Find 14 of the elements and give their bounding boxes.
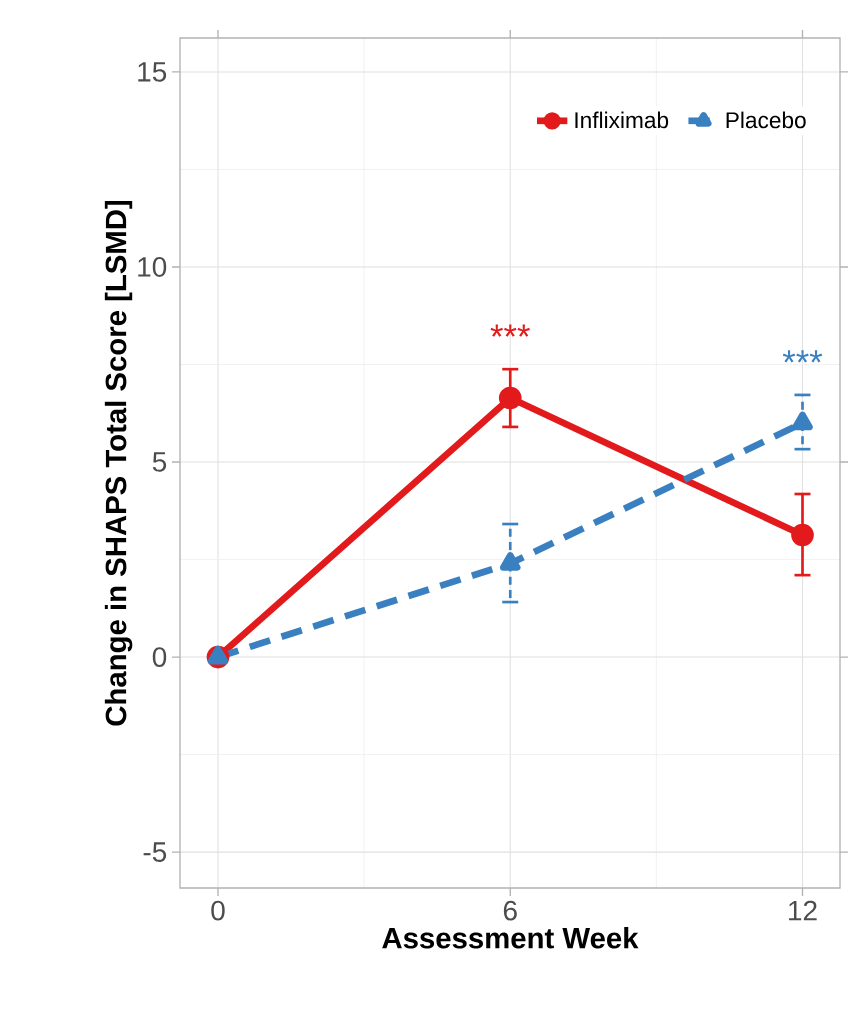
legend-label: Placebo: [726, 111, 806, 129]
x-tick-label: 6: [503, 900, 517, 921]
y-axis-title: Change in SHAPS Total Score [LSMD]: [104, 200, 133, 726]
legend-label: Infliximab: [575, 111, 669, 129]
y-tick-label: 10: [138, 257, 167, 277]
annotation: ***: [490, 324, 530, 337]
y-tick-label: -5: [143, 842, 167, 862]
y-tick-label: 0: [152, 647, 167, 667]
y-tick-label: 5: [152, 452, 167, 472]
x-tick-label: 0: [211, 900, 225, 921]
x-axis-title: Assessment Week: [382, 927, 639, 949]
annotation: ***: [782, 350, 823, 363]
y-tick-label: 15: [138, 62, 167, 82]
x-tick-label: 12: [789, 900, 817, 921]
